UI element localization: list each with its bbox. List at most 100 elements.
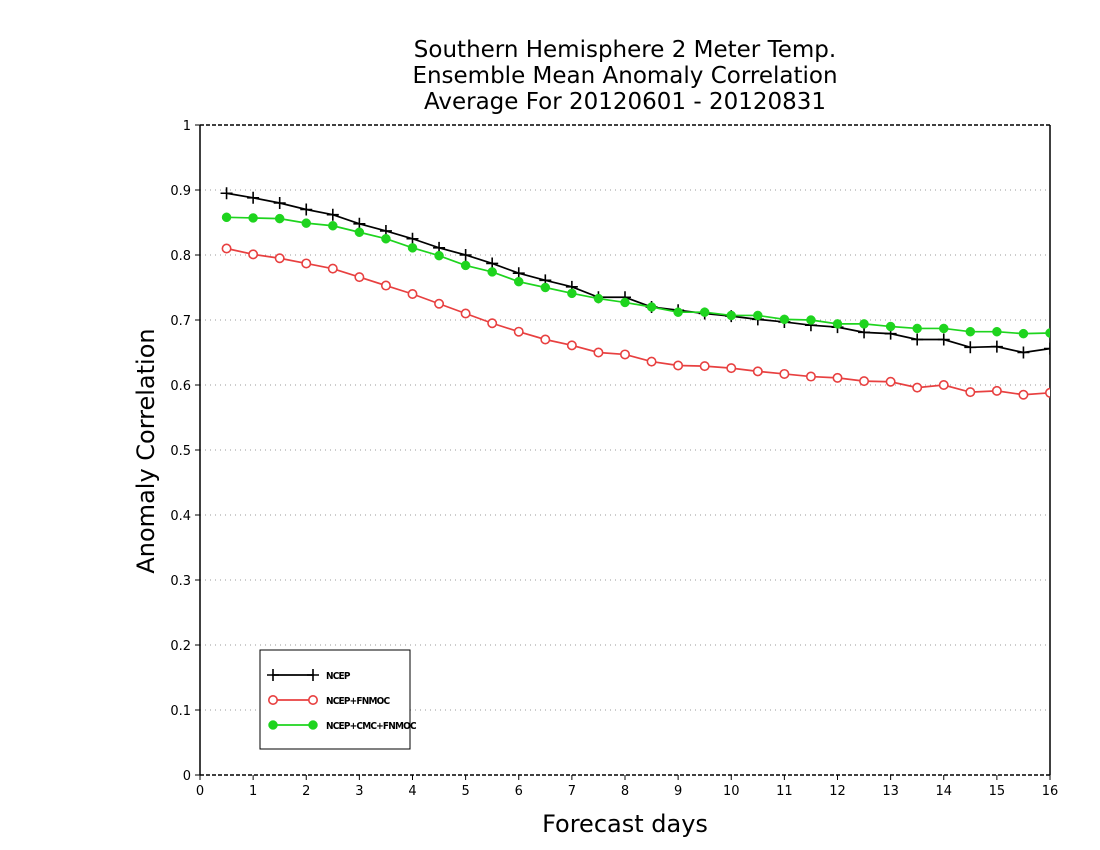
legend-marker (307, 694, 318, 705)
x-tick-label: 10 (723, 784, 740, 799)
data-point (991, 385, 1002, 396)
data-point (885, 321, 896, 332)
y-tick-label: 0.5 (170, 444, 191, 459)
x-axis-label: Forecast days (542, 810, 708, 838)
data-point (673, 307, 683, 317)
legend-label: NCEP+FNMOC (326, 696, 390, 707)
data-point (487, 267, 497, 277)
data-point (1017, 346, 1030, 359)
data-point (939, 323, 949, 334)
x-tick-label: 14 (935, 784, 952, 799)
data-point (1044, 342, 1050, 355)
data-point (646, 356, 657, 367)
data-point (328, 221, 338, 231)
data-point (327, 263, 338, 274)
chart-title-line-3: Average For 20120601 - 20120831 (423, 89, 827, 115)
data-point (752, 366, 763, 377)
y-tick-label: 1 (183, 119, 191, 134)
data-point (407, 243, 418, 253)
data-point (620, 297, 630, 308)
data-point (619, 349, 630, 360)
data-point (699, 361, 710, 372)
legend: NCEP NCEP+FNMOC NCEP+CMC+FNMOC (259, 649, 418, 750)
y-tick-label: 0.9 (170, 184, 191, 199)
y-tick-label: 0.1 (170, 704, 191, 719)
data-point (646, 302, 657, 312)
data-point (220, 187, 233, 200)
x-tick-label: 8 (621, 784, 629, 799)
y-tick-label: 0.3 (170, 574, 191, 589)
data-point (1045, 328, 1050, 338)
data-point (911, 333, 924, 346)
legend-marker (308, 720, 318, 730)
data-point (832, 319, 843, 329)
data-point (567, 288, 577, 299)
data-point (1045, 387, 1050, 398)
data-point (354, 272, 365, 283)
x-tick-label: 11 (776, 784, 793, 799)
y-tick-label: 0.8 (170, 249, 191, 264)
x-tick-label: 6 (515, 784, 523, 799)
data-point (406, 232, 419, 245)
data-point (301, 258, 312, 269)
data-point (965, 326, 976, 337)
data-point (273, 197, 286, 209)
data-point (779, 314, 790, 325)
data-point (274, 213, 285, 224)
data-point (832, 372, 843, 383)
y-tick-label: 0 (183, 769, 191, 784)
legend-label: NCEP (326, 671, 351, 682)
data-point (912, 382, 923, 393)
y-tick-label: 0.2 (170, 639, 191, 654)
data-point (434, 298, 445, 309)
data-point (937, 333, 950, 346)
data-point (965, 387, 976, 398)
y-tick-label: 0.7 (170, 314, 191, 329)
x-tick-label: 9 (674, 784, 682, 799)
data-point (301, 218, 311, 228)
legend-marker (268, 720, 278, 730)
y-tick-label: 0.4 (170, 509, 191, 524)
data-point (964, 341, 977, 354)
legend-marker (267, 669, 279, 681)
data-point (380, 280, 391, 291)
chart-title-line-1: Southern Hemisphere 2 Meter Temp. (413, 37, 837, 63)
data-point (779, 368, 790, 379)
x-tick-label: 3 (355, 784, 363, 799)
x-tick-label: 5 (461, 784, 469, 799)
legend-marker (307, 669, 319, 681)
data-point (247, 191, 260, 204)
data-point (434, 250, 444, 261)
data-point (938, 379, 949, 390)
x-tick-label: 7 (568, 784, 576, 799)
data-point (912, 323, 922, 334)
data-point (540, 282, 551, 293)
data-point (753, 310, 763, 321)
data-point (593, 347, 604, 358)
x-tick-label: 1 (249, 784, 257, 799)
data-point (726, 363, 737, 374)
x-tick-label: 2 (302, 784, 310, 799)
data-point (990, 340, 1003, 353)
x-tick-label: 0 (196, 784, 204, 799)
series-ncep-cmc-fnmoc (221, 212, 1050, 339)
data-point (1018, 389, 1029, 400)
data-point (248, 213, 258, 223)
data-point (326, 208, 339, 221)
data-point (248, 249, 259, 260)
x-tick-label: 16 (1042, 784, 1059, 799)
data-point (806, 315, 816, 325)
data-point (992, 326, 1002, 337)
data-point (407, 288, 418, 299)
legend-label: NCEP+CMC+FNMOC (326, 721, 417, 732)
data-point (274, 253, 285, 264)
data-point (381, 234, 391, 244)
data-point (859, 319, 869, 329)
data-point (460, 308, 471, 319)
x-tick-label: 12 (829, 784, 846, 799)
x-tick-label: 13 (882, 784, 899, 799)
x-tick-label: 4 (408, 784, 416, 799)
data-point (354, 227, 365, 237)
data-point (300, 203, 313, 216)
